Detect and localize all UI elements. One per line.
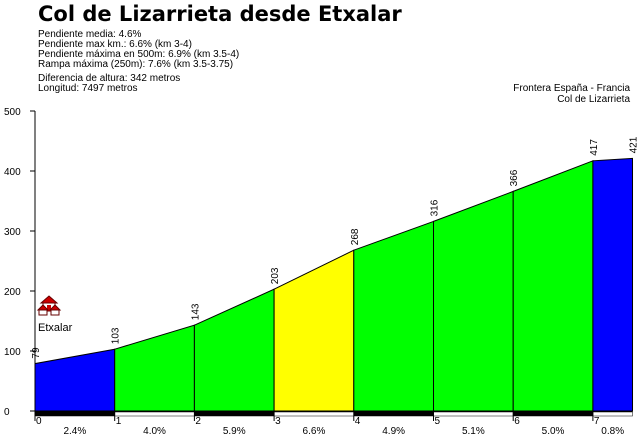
segment-0 — [34, 348, 116, 412]
segment-5 — [433, 190, 514, 412]
gradient-label-6: 5.0% — [542, 426, 565, 437]
y-tick-label-4: 400 — [4, 167, 21, 178]
segments-layer — [34, 157, 634, 412]
axes-layer: 0 100 200 300 400 500 0 1 2 3 4 5 6 7 — [4, 107, 633, 427]
segment-3 — [273, 249, 355, 412]
x-bar-2 — [194, 411, 275, 417]
start-label: Etxalar — [38, 322, 73, 334]
altitude-label-7: 417 — [589, 139, 600, 156]
stat-height-difference: Diferencia de altura: 342 metros — [38, 73, 181, 84]
x-tick-label-5: 5 — [435, 416, 441, 427]
gradient-label-2: 5.9% — [223, 426, 246, 437]
segment-1 — [114, 324, 195, 412]
stat-max-500m-gradient: Pendiente máxima en 500m: 6.9% (km 3.5-4… — [38, 49, 240, 60]
x-tick-label-1: 1 — [116, 416, 122, 427]
gradient-label-5: 5.1% — [462, 426, 485, 437]
segment-4 — [353, 220, 434, 412]
segment-2 — [193, 288, 275, 412]
x-tick-label-3: 3 — [275, 416, 281, 427]
x-bar-0 — [34, 411, 115, 417]
destination-line-2: Col de Lizarrieta — [557, 94, 630, 105]
chart-title: Col de Lizarrieta desde Etxalar — [38, 2, 402, 26]
altitude-label-3: 203 — [270, 267, 281, 284]
x-tick-label-4: 4 — [355, 416, 361, 427]
altitude-label-0: 79 — [31, 347, 42, 359]
altitude-label-5: 316 — [430, 199, 441, 216]
labels-layer: 2.4% 4.0% 5.9% 6.6% 4.9% 5.1% 5.0% 0.8%79103143… — [31, 136, 640, 437]
gradient-label-7: 0.8% — [601, 426, 624, 437]
x-tick-label-7: 7 — [594, 416, 600, 427]
altitude-label-2: 143 — [190, 303, 201, 320]
x-bar-1 — [114, 411, 195, 417]
destination-label: Frontera España - Francia Col de Lizarri… — [513, 83, 630, 105]
segment-6 — [512, 160, 594, 412]
y-tick-label-5: 500 — [4, 107, 21, 118]
y-tick-label-0: 0 — [4, 407, 10, 418]
x-tick-label-2: 2 — [195, 416, 201, 427]
stat-length: Longitud: 7497 metros — [38, 83, 138, 94]
altitude-label-8: 421 — [629, 136, 640, 153]
altitude-label-6: 366 — [509, 169, 520, 186]
stats-block: Pendiente media: 4.6% Pendiente max km.:… — [38, 30, 239, 94]
stat-average-gradient: Pendiente media: 4.6% — [38, 29, 142, 40]
gradient-label-1: 4.0% — [143, 426, 166, 437]
y-tick-label-2: 200 — [4, 287, 21, 298]
x-bar-6 — [512, 411, 594, 417]
x-tick-label-0: 0 — [36, 416, 42, 427]
x-tick-label-6: 6 — [514, 416, 520, 427]
stat-max-ramp: Rampa máxima (250m): 7.6% (km 3.5-3.75) — [38, 59, 234, 70]
x-bar-4 — [353, 411, 434, 417]
stat-max-km-gradient: Pendiente max km.: 6.6% (km 3-4) — [38, 39, 192, 50]
town-icon — [36, 295, 62, 316]
gradient-label-3: 6.6% — [303, 426, 326, 437]
gradient-label-4: 4.9% — [382, 426, 405, 437]
y-tick-label-3: 300 — [4, 227, 21, 238]
x-bar-5 — [433, 411, 514, 417]
altitude-label-4: 268 — [350, 228, 361, 245]
x-bar-3 — [273, 411, 355, 417]
y-tick-label-1: 100 — [4, 347, 21, 358]
gradient-label-0: 2.4% — [63, 426, 86, 437]
segment-7 — [592, 157, 634, 412]
destination-line-1: Frontera España - Francia — [513, 83, 630, 94]
altitude-label-1: 103 — [111, 327, 122, 344]
